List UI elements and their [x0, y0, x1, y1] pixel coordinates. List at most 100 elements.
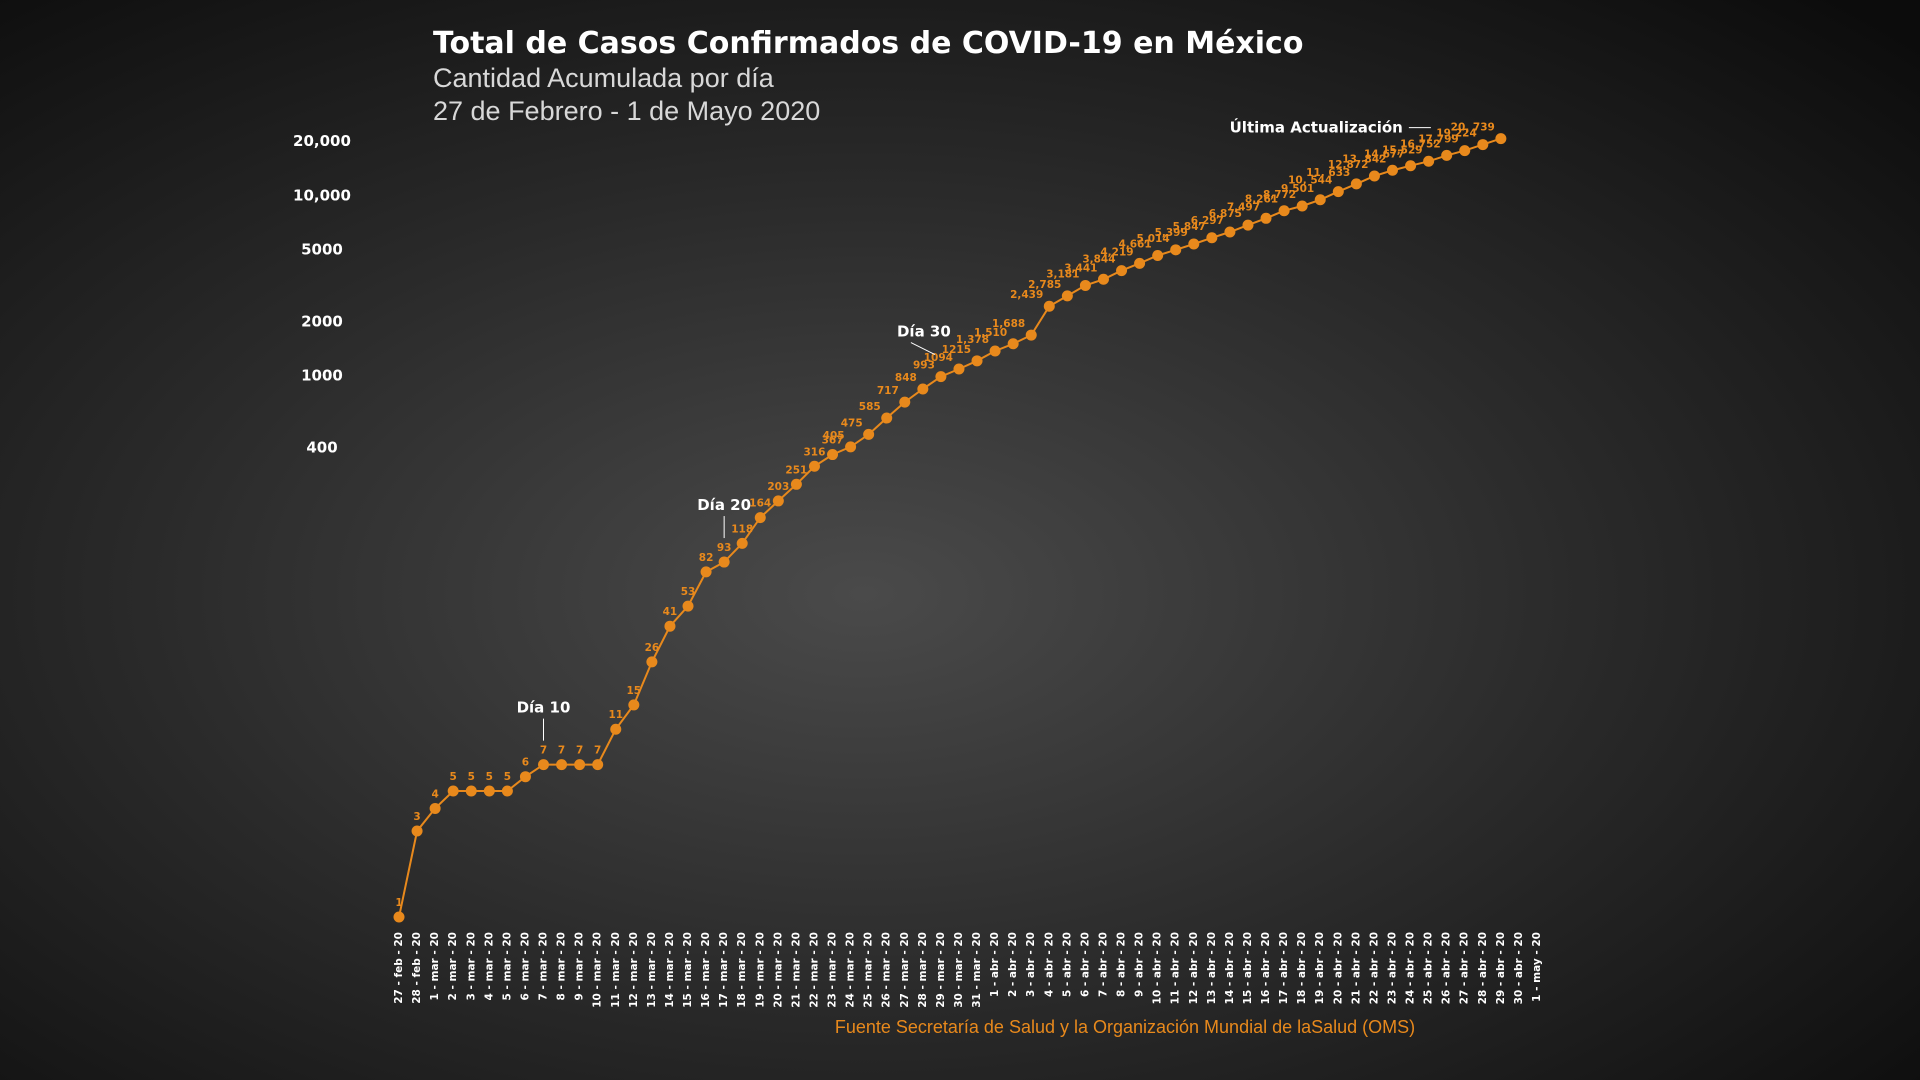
value-label: 8,772 — [1263, 189, 1296, 201]
value-label: 6 — [522, 757, 529, 769]
point — [1061, 290, 1073, 302]
value-label: 5 — [504, 771, 511, 783]
point — [827, 449, 839, 461]
value-label: 53 — [681, 586, 696, 598]
value-label: 7 — [594, 745, 601, 757]
value-label: 1215 — [942, 344, 971, 356]
point — [989, 345, 1001, 357]
value-label: 12,872 — [1328, 159, 1369, 171]
x-tick-label: 29 - mar - 20 — [935, 932, 947, 1008]
x-tick-label: 22 - abr - 20 — [1368, 932, 1380, 1004]
value-label: 11 — [608, 709, 623, 721]
point — [700, 566, 712, 578]
point — [1314, 194, 1326, 206]
x-tick-label: 26 - abr - 20 — [1441, 932, 1453, 1004]
point — [1495, 133, 1507, 145]
point — [628, 699, 640, 711]
point — [411, 825, 423, 837]
x-tick-label: 18 - mar - 20 — [736, 932, 748, 1008]
x-tick-label: 18 - abr - 20 — [1296, 932, 1308, 1004]
x-tick-label: 7 - abr - 20 — [1097, 932, 1109, 997]
x-tick-label: 19 - abr - 20 — [1314, 932, 1326, 1004]
x-tick-label: 30 - mar - 20 — [953, 932, 965, 1008]
annotation-line — [910, 342, 936, 356]
point — [1206, 232, 1218, 244]
x-tick-label: 23 - abr - 20 — [1386, 932, 1398, 1004]
x-tick-label: 15 - mar - 20 — [682, 932, 694, 1008]
value-label: 2,785 — [1028, 279, 1061, 291]
x-tick-label: 24 - abr - 20 — [1405, 932, 1417, 1004]
x-tick-label: 12 - abr - 20 — [1188, 932, 1200, 1004]
x-tick-label: 1 - abr - 20 — [989, 932, 1001, 997]
y-tick-label: 2000 — [301, 312, 343, 330]
point — [393, 911, 405, 923]
point — [1477, 139, 1489, 151]
x-tick-label: 4 - abr - 20 — [1043, 932, 1055, 997]
x-tick-label: 9 - abr - 20 — [1134, 932, 1146, 997]
x-tick-label: 20 - abr - 20 — [1332, 932, 1344, 1004]
x-tick-label: 1 - mar - 20 — [429, 932, 441, 1000]
point — [1224, 226, 1236, 238]
point — [610, 723, 622, 735]
point — [899, 396, 911, 408]
value-label: 26 — [645, 642, 660, 654]
x-tick-label: 1 - may - 20 — [1531, 932, 1543, 1002]
point — [465, 785, 477, 797]
x-tick-label: 26 - mar - 20 — [881, 932, 893, 1008]
value-label: 367 — [822, 435, 844, 447]
x-tick-label: 30 - abr - 20 — [1513, 932, 1525, 1004]
point — [1152, 250, 1164, 262]
point — [556, 759, 568, 771]
value-label: 251 — [785, 464, 807, 476]
point — [646, 656, 658, 668]
value-label: 7 — [558, 745, 565, 757]
annotation: Día 20 — [697, 496, 751, 514]
x-tick-label: 21 - abr - 20 — [1350, 932, 1362, 1004]
point — [592, 759, 604, 771]
value-label: 1 — [395, 897, 402, 909]
value-label: 7 — [576, 745, 583, 757]
x-tick-label: 22 - mar - 20 — [808, 932, 820, 1008]
value-label: 1094 — [924, 352, 953, 364]
point — [917, 383, 929, 395]
value-label: 6,297 — [1191, 215, 1224, 227]
point — [574, 759, 586, 771]
value-label: 164 — [749, 498, 771, 510]
value-label: 5 — [450, 771, 457, 783]
x-tick-label: 10 - abr - 20 — [1152, 932, 1164, 1004]
x-tick-label: 23 - mar - 20 — [827, 932, 839, 1008]
point — [845, 441, 857, 453]
value-label: 41 — [663, 606, 678, 618]
value-label: 17,799 — [1418, 134, 1459, 146]
chart-title: Total de Casos Confirmados de COVID-19 e… — [433, 26, 1303, 61]
x-tick-label: 27 - abr - 20 — [1459, 932, 1471, 1004]
point — [881, 412, 893, 424]
point — [1025, 329, 1037, 341]
value-label: 5 — [468, 771, 475, 783]
value-label: 316 — [803, 446, 825, 458]
value-label: 3,844 — [1082, 254, 1115, 266]
point — [1296, 200, 1308, 212]
x-tick-label: 6 - abr - 20 — [1079, 932, 1091, 997]
point — [538, 759, 550, 771]
x-tick-label: 19 - mar - 20 — [754, 932, 766, 1008]
x-tick-label: 17 - abr - 20 — [1278, 932, 1290, 1004]
x-tick-label: 12 - mar - 20 — [628, 932, 640, 1008]
value-label: 1,378 — [956, 334, 989, 346]
value-label: 5,014 — [1137, 233, 1170, 245]
value-label: 993 — [913, 360, 935, 372]
point — [1405, 160, 1417, 172]
x-tick-label: 28 - mar - 20 — [917, 932, 929, 1008]
value-label: 3,181 — [1046, 268, 1079, 280]
value-label: 1,510 — [974, 327, 1007, 339]
value-label: 15 — [627, 685, 642, 697]
value-label: 585 — [859, 401, 881, 413]
point — [1260, 212, 1272, 224]
x-tick-label: 8 - abr - 20 — [1116, 932, 1128, 997]
x-tick-label: 5 - abr - 20 — [1061, 932, 1073, 997]
point — [1097, 273, 1109, 285]
x-tick-label: 27 - feb - 20 — [393, 932, 405, 1004]
y-tick-label: 5000 — [301, 241, 343, 259]
x-tick-label: 20 - mar - 20 — [772, 932, 784, 1008]
point — [1116, 265, 1128, 277]
